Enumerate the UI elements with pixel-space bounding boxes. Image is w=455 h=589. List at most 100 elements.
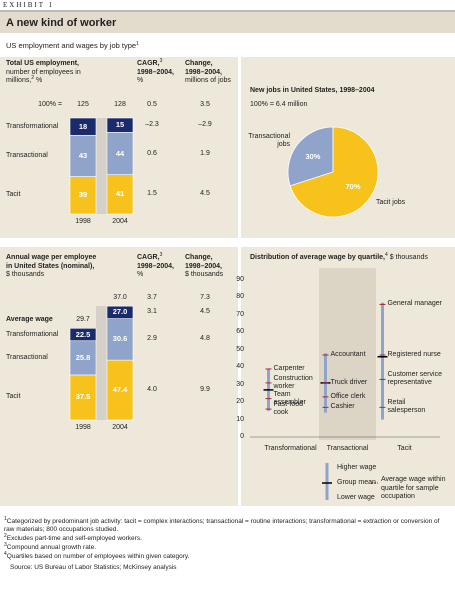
x-tick-label: Transformational	[264, 445, 317, 452]
column-value: 3.7	[147, 294, 157, 302]
total-label: 125	[77, 101, 89, 108]
legend-label: Average wage within quartile for sample …	[381, 476, 446, 500]
header-line: Change,	[185, 60, 213, 67]
bar-segment	[106, 318, 134, 361]
column-value: 4.5	[200, 308, 210, 316]
total-caption: Average wage	[6, 316, 53, 324]
chart-subtitle: 100% = 6.4 million	[250, 101, 308, 108]
header-line: 1998–2004,	[137, 262, 174, 270]
header-line: %	[137, 271, 144, 278]
slice-label: Transactional jobs	[248, 132, 291, 148]
bar-segment	[69, 374, 97, 421]
column-header: CAGR,3 1998–2004,%	[137, 59, 174, 86]
header-line: millions of jobs	[185, 77, 231, 84]
note-mark: 4	[4, 551, 7, 557]
footnote: 3Compound annual growth rate.	[4, 542, 450, 552]
data-label: 25.8	[75, 352, 91, 362]
data-label: 27.0	[112, 307, 128, 317]
column-value: –2.9	[198, 121, 212, 129]
total-label: 128	[114, 101, 126, 108]
column-value: 1.9	[200, 149, 210, 157]
footnote: 4Quartiles based on number of employees …	[4, 551, 450, 561]
legend-swatch	[325, 463, 329, 500]
occupation-label: Team assembler	[273, 390, 306, 406]
y-tick-label: 80	[236, 293, 244, 301]
y-tick-label: 10	[236, 415, 244, 423]
occupation-label: Cashier	[330, 403, 355, 411]
note-mark: 1	[4, 516, 7, 522]
x-tick-label: 1998	[75, 424, 91, 431]
note-mark: 1	[136, 41, 139, 47]
x-tick-label: Tacit	[397, 445, 412, 452]
title-line: millions,	[6, 77, 32, 84]
column-value: 1.5	[147, 190, 157, 198]
occupation-label: Retail salesperson	[387, 399, 426, 415]
bar-segment	[69, 327, 97, 342]
footnote: 2Excludes part-time and self-employed wo…	[4, 533, 450, 543]
header-line: 1998–2004,	[185, 262, 222, 270]
data-label: 37.5	[75, 392, 91, 402]
x-tick-label: 1998	[75, 218, 91, 225]
row-label: Transformational	[6, 330, 59, 338]
bar-segment	[106, 305, 134, 319]
band-shading	[319, 268, 376, 440]
exhibit-label: EXHIBIT 1	[3, 1, 55, 9]
header-line: $ thousands	[185, 271, 224, 278]
column-value: 3.5	[200, 101, 210, 108]
data-label: 47.4	[112, 385, 128, 395]
bar-segment	[106, 359, 134, 421]
page-title: A new kind of worker	[6, 17, 117, 29]
chart-title: Distribution of average wage by quartile…	[250, 252, 428, 263]
occupation-label: General manager	[387, 300, 442, 308]
column-value: 9.9	[200, 386, 210, 394]
total-label: 29.7	[76, 316, 90, 324]
note-mark: 3	[4, 542, 7, 548]
column-value: 3.1	[147, 308, 157, 316]
x-tick-label: Transactional	[326, 445, 369, 452]
header-line: 1998–2004,	[137, 68, 174, 76]
legend-label: Higher wage	[337, 464, 377, 471]
data-label: 41	[115, 189, 125, 199]
row-label: Transactional	[6, 353, 48, 361]
title-bar	[0, 12, 455, 33]
note-mark: 4	[384, 252, 388, 258]
column-value: 0.6	[147, 149, 157, 157]
title-line: $ thousands	[6, 271, 45, 278]
footnotes: 1Categorized by predominant job activity…	[4, 516, 450, 573]
x-tick-label: 2004	[112, 218, 128, 225]
y-tick-label: 50	[236, 345, 244, 353]
y-tick-label: 40	[236, 363, 244, 371]
header-line: 1998–2004,	[185, 68, 222, 76]
column-header: Change, 1998–2004, millions of jobs	[185, 60, 231, 86]
y-tick-label: 90	[236, 276, 244, 283]
footnote-text: Compound annual growth rate.	[6, 544, 97, 551]
title-line: Distribution of average wage by quartile…	[250, 254, 385, 261]
subtitle-text: US employment and wages by job type	[6, 41, 137, 50]
data-label: 30%	[305, 152, 321, 162]
occupation-label: Accountant	[330, 351, 366, 358]
y-tick-label: 70	[236, 310, 244, 318]
column-value: –2.3	[145, 121, 159, 129]
note-mark: 3	[159, 252, 163, 258]
total-label: 37.0	[113, 294, 127, 302]
footnote-text: Quartiles based on number of employees w…	[6, 553, 190, 560]
source: Source: US Bureau of Labor Statistics; M…	[10, 564, 177, 571]
note-mark: 2	[4, 533, 7, 539]
y-tick-label: 20	[236, 398, 244, 406]
title-line: %	[36, 77, 43, 84]
header-line: CAGR,	[137, 254, 160, 261]
occupation-label: Carpenter	[273, 364, 305, 372]
data-label: 15	[115, 120, 125, 130]
title-line: Total US employment,	[6, 60, 79, 67]
row-label: Transactional	[6, 151, 48, 159]
chart-title: Annual wage per employee in United States…	[6, 254, 96, 280]
footnote-text: Excludes part-time and self-employed wor…	[6, 535, 142, 542]
slice-label: Tacit jobs	[375, 199, 406, 207]
title-line: Annual wage per employee	[6, 254, 97, 261]
occupation-label: Construction worker	[273, 374, 313, 390]
data-label: 22.5	[75, 329, 91, 339]
column-value: 0.5	[147, 101, 157, 108]
data-label: 43	[78, 150, 88, 160]
y-tick-label: 30	[236, 380, 244, 388]
